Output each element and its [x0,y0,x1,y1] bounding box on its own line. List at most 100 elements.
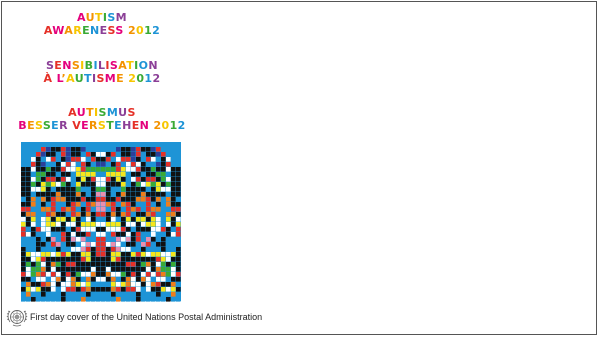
mosaic-tile [101,172,106,177]
mosaic-tile [71,257,76,262]
mosaic-tile [96,282,101,287]
mosaic-tile [61,217,66,222]
mosaic-tile [46,157,51,162]
mosaic-tile [46,202,51,207]
mosaic-tile [161,162,166,167]
mosaic-tile [66,182,71,187]
mosaic-tile [176,187,181,192]
mosaic-tile [76,282,81,287]
mosaic-tile [86,232,91,237]
mosaic-tile [101,182,106,187]
mosaic-tile [71,212,76,217]
mosaic-tile [71,267,76,272]
mosaic-tile [71,277,76,282]
mosaic-tile [51,192,56,197]
mosaic-tile [136,207,141,212]
mosaic-tile [51,162,56,167]
mosaic-tile [86,277,91,282]
mosaic-tile [131,227,136,232]
mosaic-tile [121,167,126,172]
mosaic-tile [66,232,71,237]
mosaic-tile [136,287,141,292]
mosaic-tile [46,287,51,292]
mosaic-tile [61,157,66,162]
mosaic-tile [71,262,76,267]
mosaic-tile [71,272,76,277]
mosaic-tile [151,227,156,232]
mosaic-tile [131,292,136,297]
mosaic-tile [56,167,61,172]
mosaic-tile [26,157,31,162]
mosaic-tile [41,237,46,242]
mosaic-tile [126,267,131,272]
title-english: AUTISM AWARENESS 2012 [2,11,202,37]
mosaic-tile [166,242,171,247]
mosaic-tile [56,157,61,162]
mosaic-tile [51,142,56,147]
mosaic-tile [156,192,161,197]
mosaic-tile [81,257,86,262]
mosaic-tile [131,162,136,167]
mosaic-tile [111,212,116,217]
mosaic-tile [96,197,101,202]
mosaic-tile [56,202,61,207]
mosaic-tile [166,162,171,167]
mosaic-tile [146,297,151,302]
mosaic-tile [121,192,126,197]
mosaic-tile [81,277,86,282]
mosaic-tile [76,247,81,252]
mosaic-tile [81,147,86,152]
mosaic-tile [76,267,81,272]
mosaic-tile [111,252,116,257]
mosaic-tile [176,292,181,297]
mosaic-tile [141,187,146,192]
mosaic-tile [106,192,111,197]
mosaic-tile [176,202,181,207]
mosaic-tile [86,267,91,272]
mosaic-tile [121,237,126,242]
mosaic-tile [36,162,41,167]
mosaic-tile [176,167,181,172]
mosaic-tile [161,267,166,272]
mosaic-tile [101,177,106,182]
mosaic-tile [141,247,146,252]
mosaic-tile [151,282,156,287]
mosaic-tile [56,187,61,192]
mosaic-tile [36,287,41,292]
mosaic-tile [36,182,41,187]
mosaic-tile [76,257,81,262]
mosaic-tile [141,262,146,267]
mosaic-tile [71,147,76,152]
mosaic-tile [36,217,41,222]
mosaic-tile [176,262,181,267]
mosaic-tile [171,197,176,202]
mosaic-tile [26,197,31,202]
mosaic-tile [41,182,46,187]
mosaic-tile [111,182,116,187]
mosaic-tile [141,157,146,162]
mosaic-tile [96,257,101,262]
mosaic-tile [41,172,46,177]
mosaic-tile [126,152,131,157]
mosaic-tile [76,227,81,232]
mosaic-tile [61,162,66,167]
mosaic-tile [146,152,151,157]
mosaic-tile [101,277,106,282]
mosaic-tile [81,212,86,217]
mosaic-tile [176,207,181,212]
mosaic-tile [51,282,56,287]
mosaic-tile [131,177,136,182]
mosaic-tile [71,197,76,202]
mosaic-tile [86,207,91,212]
mosaic-tile [51,252,56,257]
mosaic-tile [71,297,76,302]
mosaic-tile [116,212,121,217]
mosaic-tile [156,177,161,182]
mosaic-tile [21,297,26,302]
mosaic-tile [136,227,141,232]
mosaic-tile [121,227,126,232]
mosaic-tile [21,227,26,232]
mosaic-tile [146,262,151,267]
mosaic-tile [141,182,146,187]
mosaic-tile [156,267,161,272]
